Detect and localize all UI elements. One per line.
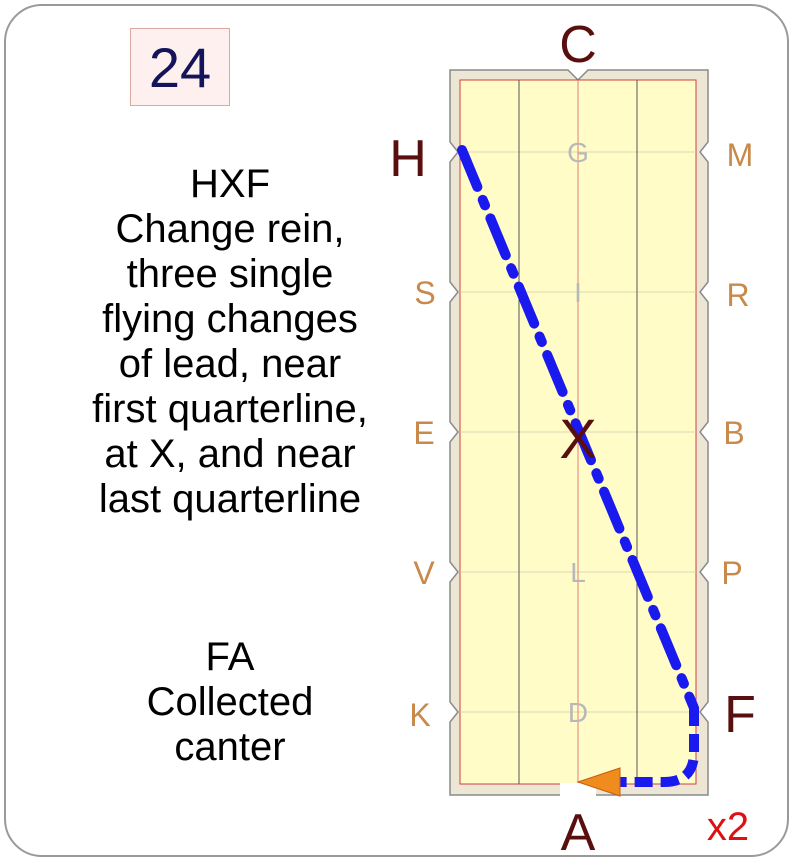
letter-k: K [409, 697, 430, 733]
letter-l: L [570, 557, 586, 588]
letter-b: B [723, 415, 744, 451]
entrance-gap [560, 783, 596, 796]
direction-arrow-icon [576, 767, 621, 797]
instruction-line: Change rein, [115, 207, 345, 251]
letter-a: A [561, 804, 596, 862]
letter-r: R [726, 277, 749, 313]
letter-d: D [568, 697, 588, 728]
letter-h: H [389, 130, 427, 188]
movement-number: 24 [130, 28, 230, 106]
letter-g: G [567, 137, 589, 168]
instruction-line: at X, and near [104, 432, 356, 476]
instruction-line: three single [126, 252, 334, 296]
movement-instructions: HXF Change rein, three single flying cha… [40, 162, 420, 522]
letter-e: E [413, 415, 434, 451]
ride-path-corner [620, 708, 699, 787]
letter-c: C [559, 16, 597, 74]
ride-path-diagonal [457, 145, 699, 713]
instruction-line: flying changes [102, 297, 358, 341]
instruction-line: first quarterline, [92, 387, 368, 431]
letter-x: X [559, 407, 596, 470]
letter-p: P [721, 555, 742, 591]
letter-f: F [724, 686, 756, 744]
instruction-line: Collected [146, 680, 314, 724]
repeat-count: x2 [707, 805, 749, 849]
transition-instructions: FA Collected canter [40, 635, 420, 770]
instruction-line: HXF [190, 162, 270, 206]
instruction-line: of lead, near [118, 342, 342, 386]
letter-i: I [574, 277, 582, 308]
letter-s: S [414, 275, 435, 311]
instruction-line: last quarterline [98, 477, 362, 521]
instruction-line: FA [205, 635, 255, 679]
instruction-line: canter [174, 725, 286, 769]
letter-v: V [413, 555, 435, 591]
letter-m: M [727, 137, 754, 173]
